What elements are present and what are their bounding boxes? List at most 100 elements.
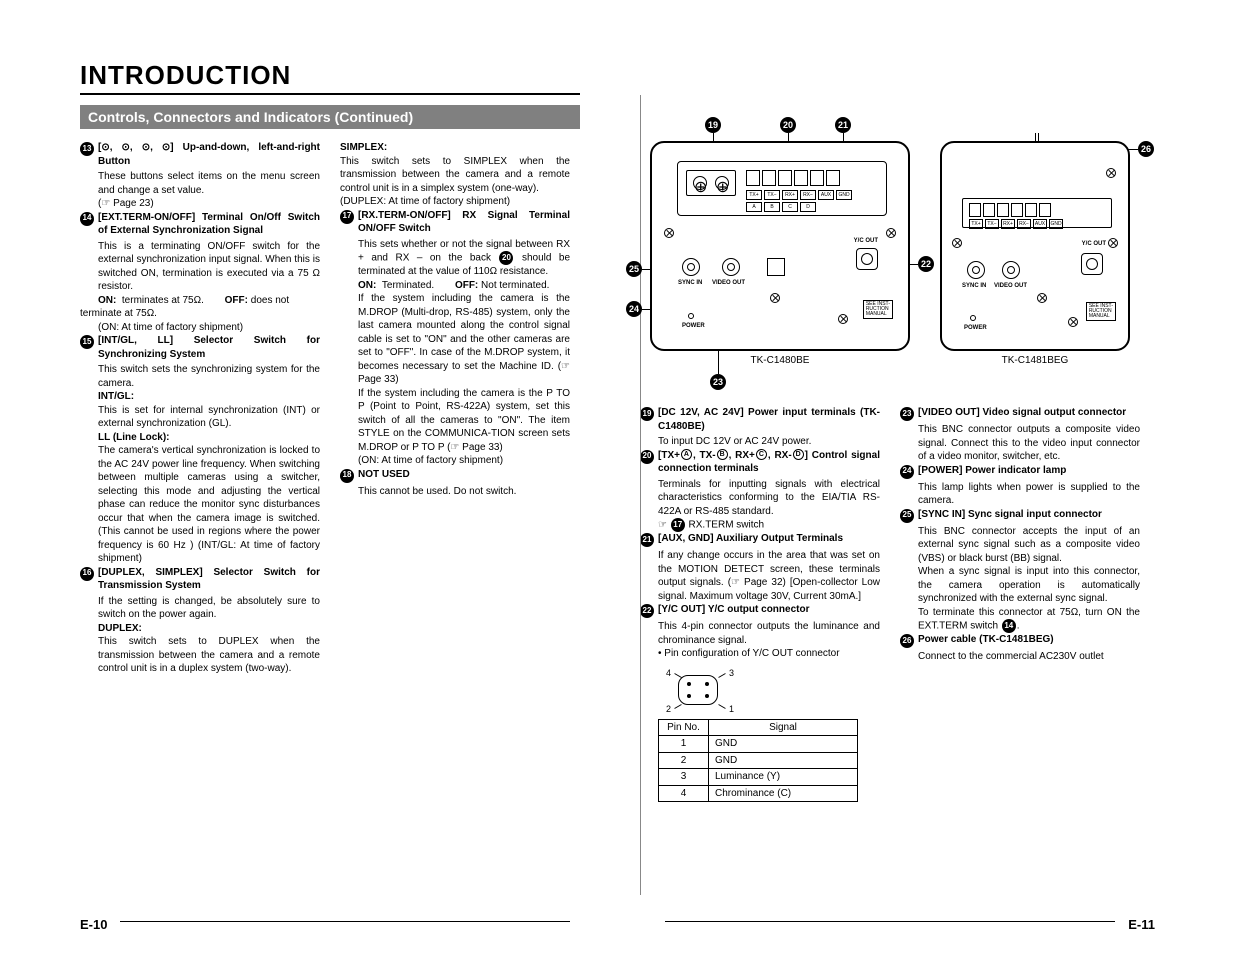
item-26-title: Power cable (TK-C1481BEG): [918, 634, 1054, 645]
bullet-21: 21: [640, 533, 654, 547]
bullet-17: 17: [340, 210, 354, 224]
bullet-13: 13: [80, 142, 94, 156]
item-17-body4: If the system including the camera is th…: [358, 387, 570, 455]
item-22: 22 [Y/C OUT] Y/C output connector: [640, 603, 880, 618]
label-videoout: VIDEO OUT: [712, 280, 745, 286]
callout-20: 20: [780, 117, 796, 133]
page-title: INTRODUCTION: [80, 60, 580, 95]
bullet-18: 18: [340, 469, 354, 483]
table-row: 1GND: [659, 736, 858, 753]
simplex-body: This switch sets to SIMPLEX when the tra…: [340, 155, 570, 196]
item-13: 13 [⊙, ⊙, ⊙, ⊙] Up-and-down, left-and-ri…: [80, 141, 320, 168]
right-col-2: 23 [VIDEO OUT] Video signal output conne…: [900, 406, 1140, 802]
item-21-body: If any change occurs in the area that wa…: [658, 549, 880, 603]
panel-right-wrap: 26 TX+: [940, 141, 1130, 366]
item-25-title: [SYNC IN] Sync signal input connector: [918, 509, 1102, 520]
item-20-body: Terminals for inputting signals with ele…: [658, 478, 880, 519]
bullet-23: 23: [900, 407, 914, 421]
item-17-off: OFF: Not terminated.: [455, 280, 549, 291]
screw-icon: [770, 293, 780, 303]
label-power: POWER: [682, 323, 705, 329]
item-15-body: This switch sets the synchronizing syste…: [98, 363, 320, 390]
item-13-title: [⊙, ⊙, ⊙, ⊙] Up-and-down, left-and-right…: [98, 142, 320, 167]
item-23-title: [VIDEO OUT] Video signal output connecto…: [918, 407, 1126, 418]
item-24-title: [POWER] Power indicator lamp: [918, 465, 1066, 476]
item-19: 19 [DC 12V, AC 24V] Power input terminal…: [640, 406, 880, 433]
bullet-26: 26: [900, 634, 914, 648]
intgl-body: This is set for internal synchronization…: [98, 404, 320, 431]
bullet-19: 19: [640, 407, 654, 421]
item-17-body: This sets whether or not the signal betw…: [358, 238, 570, 279]
table-row: 2GND: [659, 752, 858, 769]
item-14: 14 [EXT.TERM-ON/OFF] Terminal On/Off Swi…: [80, 211, 320, 238]
item-14-body: This is a terminating ON/OFF switch for …: [98, 240, 320, 294]
conn-video-out: [1002, 261, 1020, 279]
panel-tk-c1481beg: TX+ TX− RX+ RX− AUX GND: [940, 141, 1130, 351]
item-16: 16 [DUPLEX, SIMPLEX] Selector Switch for…: [80, 566, 320, 593]
screw-icon: [1106, 168, 1116, 178]
item-18: 18 NOT USED: [340, 468, 570, 483]
screw-icon: [1068, 317, 1078, 327]
footer-rule-right: [665, 921, 1115, 922]
item-16-body: If the setting is changed, be absolutely…: [98, 595, 320, 622]
item-21-title: [AUX, GND] Auxiliary Output Terminals: [658, 533, 843, 544]
ll-label: LL (Line Lock):: [98, 432, 169, 443]
simplex-note: (DUPLEX: At time of factory shipment): [340, 195, 570, 209]
conn-yc: [1081, 253, 1103, 275]
item-20-title: [TX+A, TX-B, RX+C, RX-D] Control signal …: [658, 450, 880, 475]
item-13-body: These buttons select items on the menu s…: [98, 170, 320, 197]
yc-connector-diagram: 4 3 2 1: [658, 665, 738, 715]
item-17-note: (ON: At time of factory shipment): [358, 454, 570, 468]
item-15: 15 [INT/GL, LL] Selector Switch for Sync…: [80, 334, 320, 361]
bullet-14: 14: [80, 212, 94, 226]
bullet-20: 20: [640, 450, 654, 464]
bullet-25: 25: [900, 509, 914, 523]
label-yc: Y/C OUT: [854, 238, 878, 244]
item-17: 17 [RX.TERM-ON/OFF] RX Signal Terminal O…: [340, 209, 570, 236]
item-13-page: (☞ Page 23): [98, 197, 320, 211]
simplex-label: SIMPLEX:: [340, 142, 387, 153]
bullet-22: 22: [640, 604, 654, 618]
item-23-body: This BNC connector outputs a composite v…: [918, 423, 1140, 464]
right-col-1: 19 [DC 12V, AC 24V] Power input terminal…: [640, 406, 880, 802]
page-num-left: E-10: [80, 917, 107, 932]
item-14-note: (ON: At time of factory shipment): [98, 321, 320, 335]
screw-icon: [1037, 293, 1047, 303]
item-24-body: This lamp lights when power is supplied …: [918, 481, 1140, 508]
pin-table: Pin No.Signal 1GND 2GND 3Luminance (Y) 4…: [658, 719, 858, 803]
item-22-title: [Y/C OUT] Y/C output connector: [658, 604, 809, 615]
callout-22: 22: [918, 256, 934, 272]
item-18-title: NOT USED: [358, 469, 410, 480]
item-20-ref: ☞ 17 RX.TERM switch: [658, 518, 880, 532]
item-25-body1: This BNC connector accepts the input of …: [918, 525, 1140, 566]
duplex-body: This switch sets to DUPLEX when the tran…: [98, 635, 320, 676]
callout-25: 25: [626, 261, 642, 277]
label-syncin: SYNC IN: [678, 280, 702, 286]
table-row: 4Chrominance (C): [659, 785, 858, 802]
item-16-title: [DUPLEX, SIMPLEX] Selector Switch for Tr…: [98, 567, 320, 592]
conn-sync-in: [967, 261, 985, 279]
ref-bullet-17: 17: [671, 518, 685, 532]
item-19-body: To input DC 12V or AC 24V power.: [658, 435, 880, 449]
screw-icon: [838, 314, 848, 324]
power-led-icon: [970, 315, 976, 321]
ref-bullet-14: 14: [1002, 619, 1016, 633]
item-18-body: This cannot be used. Do not switch.: [358, 485, 570, 499]
item-22-note: • Pin configuration of Y/C OUT connector: [658, 647, 880, 661]
page-num-right: E-11: [1128, 917, 1155, 932]
model-right-label: TK-C1481BEG: [940, 355, 1130, 366]
rear-panel-diagram: 19 20 21 25 24 22 23: [640, 141, 1140, 366]
item-19-title: [DC 12V, AC 24V] Power input terminals (…: [658, 407, 880, 432]
item-17-on: ON: Terminated.: [358, 280, 434, 291]
callout-24: 24: [626, 301, 642, 317]
callout-21: 21: [835, 117, 851, 133]
ll-body: The camera's vertical synchronization is…: [98, 444, 320, 566]
callout-26: 26: [1138, 141, 1154, 157]
item-17-body3: If the system including the camera is th…: [358, 292, 570, 387]
item-25: 25 [SYNC IN] Sync signal input connector: [900, 508, 1140, 523]
callout-23: 23: [710, 374, 726, 390]
item-23: 23 [VIDEO OUT] Video signal output conne…: [900, 406, 1140, 421]
bullet-15: 15: [80, 335, 94, 349]
page-divider: [640, 95, 641, 895]
screw-icon: [886, 228, 896, 238]
